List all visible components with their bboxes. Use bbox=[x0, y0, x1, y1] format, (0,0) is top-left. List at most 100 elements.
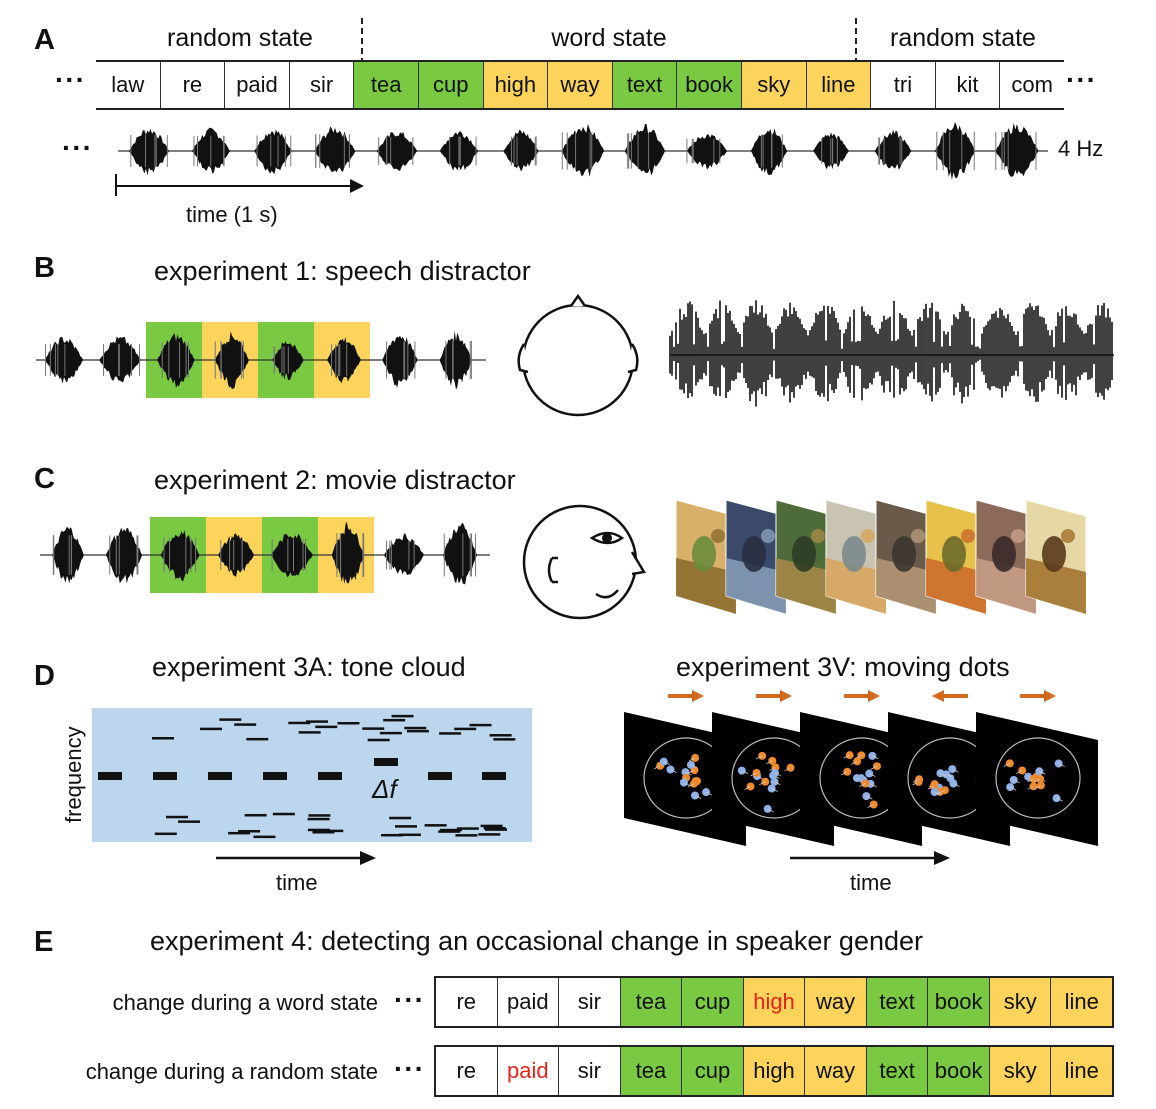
moving-dot bbox=[758, 751, 767, 760]
distractor-tone bbox=[154, 832, 177, 836]
word-cell-book: book bbox=[927, 978, 989, 1026]
syllable-envelope bbox=[503, 129, 539, 172]
moving-dot bbox=[940, 786, 949, 795]
panel-letter-b: B bbox=[34, 252, 55, 284]
syllable-envelope bbox=[443, 522, 477, 585]
distractor-tone bbox=[272, 812, 295, 816]
moving-dot bbox=[666, 765, 675, 774]
syllable-envelope bbox=[105, 527, 143, 584]
word-cell-text: text bbox=[611, 62, 677, 108]
moving-dot bbox=[771, 768, 780, 777]
moving-dot bbox=[689, 779, 698, 788]
distractor-tone bbox=[315, 725, 338, 729]
distractor-tone bbox=[395, 825, 418, 828]
word-cell-re: re bbox=[159, 62, 225, 108]
word-cell-cup: cup bbox=[681, 978, 743, 1026]
moving-dot bbox=[1029, 782, 1038, 791]
movie-frame bbox=[1025, 499, 1087, 615]
panel-letter-e: E bbox=[34, 926, 54, 958]
state-label-random-right: random state bbox=[890, 24, 1036, 52]
target-tone bbox=[428, 772, 452, 780]
distractor-tone bbox=[406, 729, 429, 733]
moving-dot bbox=[746, 782, 755, 791]
movie-frame bbox=[875, 499, 937, 615]
word-cell-re: re bbox=[436, 1047, 497, 1095]
word-cell-line: line bbox=[1050, 978, 1113, 1026]
distractor-tone bbox=[200, 727, 223, 731]
word-cell-text: text bbox=[865, 978, 928, 1026]
moving-dot bbox=[679, 778, 688, 787]
word-cell-law: law bbox=[96, 62, 160, 108]
moving-dot bbox=[865, 769, 874, 778]
word-cell-tea: tea bbox=[619, 1047, 682, 1095]
syllable-envelope bbox=[52, 526, 84, 584]
syllable-envelope bbox=[157, 333, 195, 388]
distractor-tone bbox=[484, 828, 507, 831]
syllable-envelope bbox=[128, 128, 170, 176]
distractor-tone bbox=[362, 727, 385, 730]
distractor-tone bbox=[483, 826, 506, 830]
word-cell-kit: kit bbox=[934, 62, 1000, 108]
moving-dot bbox=[752, 768, 761, 777]
tone-cloud-plot bbox=[92, 708, 532, 842]
word-cell-tea: tea bbox=[353, 62, 418, 108]
distractor-tone bbox=[455, 834, 478, 837]
distractor-tone bbox=[439, 828, 462, 832]
target-tone bbox=[208, 772, 232, 780]
distractor-tone bbox=[404, 726, 427, 730]
word-cell-cup: cup bbox=[681, 1047, 743, 1095]
delta-f-label: Δf bbox=[372, 774, 397, 804]
distractor-tone bbox=[244, 813, 267, 817]
syllable-envelope bbox=[215, 331, 249, 390]
ellipsis-left-a: ··· bbox=[55, 64, 86, 95]
word-cell-line: line bbox=[1050, 1047, 1113, 1095]
time-scale-label: time (1 s) bbox=[186, 202, 278, 227]
target-tone bbox=[482, 772, 506, 780]
distractor-tone bbox=[379, 731, 402, 735]
word-cell-high: high bbox=[742, 1047, 805, 1095]
panel-b-title: experiment 1: speech distractor bbox=[154, 256, 531, 286]
word-cell-high: high bbox=[742, 978, 805, 1026]
distractor-tone bbox=[493, 738, 516, 741]
speech-waveform-a bbox=[118, 122, 1048, 180]
speech-stimulus-waveform-b bbox=[36, 322, 486, 398]
word-sequence-a: law re paid sir tea cup high way text book sky line… bbox=[96, 60, 1064, 110]
ellipsis-wave-a: ··· bbox=[62, 132, 93, 163]
moving-dot bbox=[1018, 766, 1027, 775]
word-cell-sky: sky bbox=[988, 1047, 1051, 1095]
syllable-envelope bbox=[624, 123, 666, 176]
head-back-icon bbox=[517, 293, 639, 417]
frequency-axis-label: frequency bbox=[61, 726, 86, 823]
state-label-word: word state bbox=[551, 24, 667, 52]
distractor-tone bbox=[438, 830, 461, 833]
state-label-random-left: random state bbox=[167, 24, 313, 52]
arrow-left-icon bbox=[932, 690, 968, 702]
head-side-icon bbox=[522, 504, 647, 620]
panel-e-title: experiment 4: detecting an occasional ch… bbox=[150, 926, 924, 956]
time-arrow-right bbox=[790, 851, 950, 865]
syllable-envelope bbox=[382, 335, 418, 388]
word-cell-line: line bbox=[805, 62, 871, 108]
state-dividers bbox=[361, 18, 857, 62]
row-label-word-state: change during a word state bbox=[112, 990, 378, 1015]
panel-letter-a: A bbox=[34, 24, 55, 56]
word-sequence-e-row-2: re paid sir tea cup high way text book sky line bbox=[434, 1045, 1114, 1097]
time-label-right: time bbox=[850, 870, 892, 895]
syllable-envelope bbox=[99, 336, 141, 383]
word-cell-sir: sir bbox=[558, 978, 620, 1026]
movie-frame bbox=[925, 499, 987, 615]
distractor-tone bbox=[439, 732, 462, 735]
arrow-right-icon bbox=[756, 690, 792, 702]
distractor-tone bbox=[489, 734, 512, 737]
distractor-tone bbox=[337, 721, 360, 725]
moving-dot bbox=[768, 756, 777, 765]
ellipsis-row-1: ··· bbox=[394, 984, 425, 1015]
movie-frame bbox=[975, 499, 1037, 615]
time-scale-arrow bbox=[115, 174, 364, 196]
distractor-tone bbox=[178, 820, 201, 823]
distractor-tone bbox=[228, 831, 251, 835]
moving-dot bbox=[686, 760, 695, 769]
arrow-right-icon bbox=[1020, 690, 1056, 702]
syllable-envelope bbox=[686, 134, 728, 170]
movie-frame bbox=[825, 499, 887, 615]
